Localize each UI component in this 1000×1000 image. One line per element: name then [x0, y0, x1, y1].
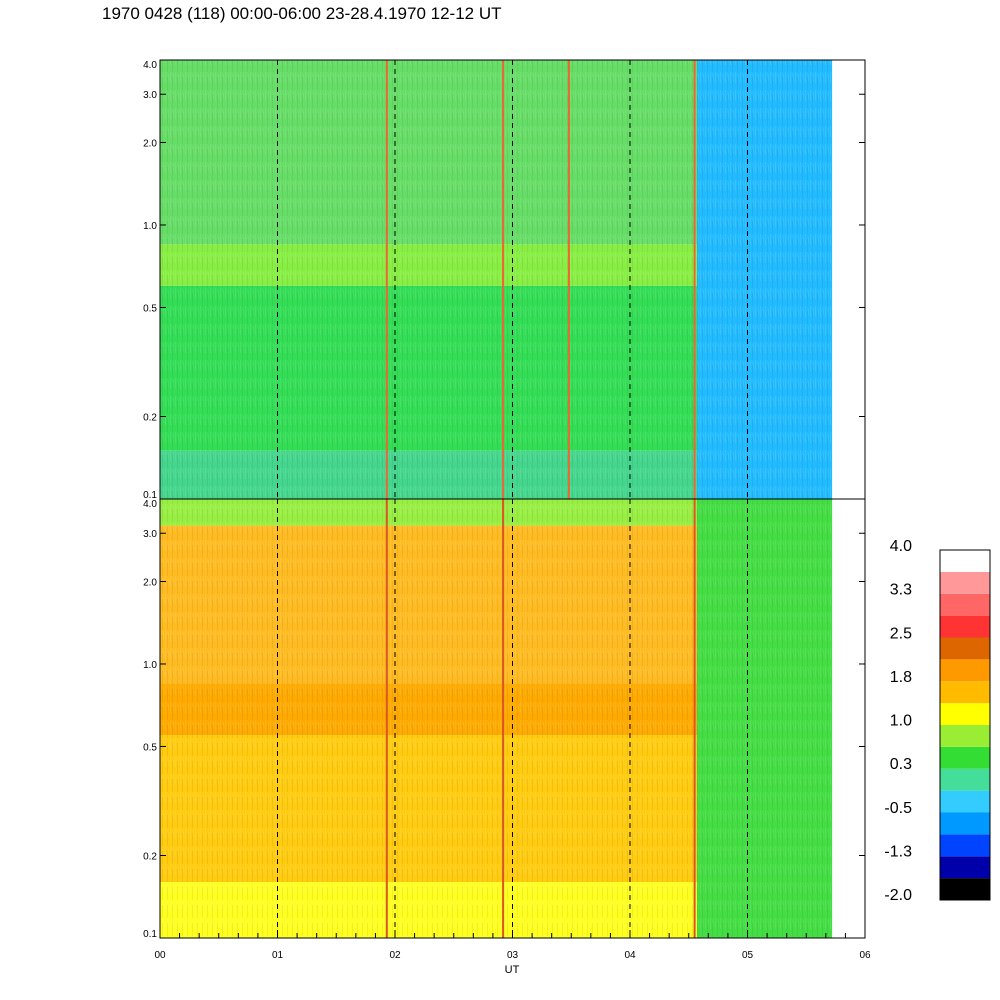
colorbar-segment [940, 703, 990, 725]
colorbar-label: 2.5 [890, 625, 912, 642]
chart-title: 1970 0428 (118) 00:00-06:00 23-28.4.1970… [102, 4, 502, 23]
x-tick-label: 04 [624, 950, 636, 961]
colorbar-segment [940, 878, 990, 900]
y-tick-label: 0.1 [143, 490, 157, 501]
colorbar-segment [940, 615, 990, 638]
colorbar-segment [940, 856, 990, 879]
colorbar-segment [940, 637, 990, 660]
y-tick-label: 3.0 [143, 529, 157, 540]
y-tick-label: 4.0 [143, 499, 157, 510]
colorbar-segment [940, 746, 990, 769]
y-tick-label: 0.5 [143, 742, 157, 753]
colorbar-segment [940, 571, 990, 594]
y-tick-label: 0.1 [143, 929, 157, 940]
x-axis-label: UT [505, 964, 520, 976]
colorbar-segment [940, 681, 990, 704]
x-tick-label: 01 [272, 950, 284, 961]
colorbar-label: -2.0 [884, 887, 912, 904]
colorbar-frame [939, 549, 991, 901]
colorbar-segment [940, 550, 990, 572]
y-tick-label: 2.0 [143, 138, 157, 149]
x-tick-label: 02 [389, 950, 401, 961]
y-tick-label: 3.0 [143, 90, 157, 101]
colorbar-segment [940, 812, 990, 835]
colorbar-label: 1.0 [890, 713, 912, 730]
y-tick-label: 1.0 [143, 660, 157, 671]
x-axis: 00 01 02 03 04 05 06 [154, 930, 871, 961]
colorbar-label: 0.3 [890, 756, 912, 773]
y-tick-label: 4.0 [143, 60, 157, 71]
y-tick-label: 0.2 [143, 852, 157, 863]
x-tick-label: 00 [154, 950, 166, 961]
noise-texture [160, 60, 833, 499]
colorbar-segment [940, 768, 990, 791]
colorbar-label: 3.3 [890, 582, 912, 599]
colorbar-label: -0.5 [884, 800, 912, 817]
colorbar-segment [940, 659, 990, 682]
y-tick-label: 1.0 [143, 221, 157, 232]
colorbar-label: -1.3 [884, 843, 912, 860]
x-tick-label: 06 [859, 950, 871, 961]
colorbar-segment [940, 725, 990, 747]
bottom-panel: 0.1 0.2 0.5 1.0 2.0 3.0 4.0 [143, 498, 866, 940]
colorbar-label: 1.8 [890, 669, 912, 686]
y-tick-label: 0.2 [143, 413, 157, 424]
colorbar-segment [940, 593, 990, 616]
y-tick-label: 2.0 [143, 577, 157, 588]
colorbar-segment [940, 834, 990, 857]
x-tick-label: 05 [742, 950, 754, 961]
colorbar-label: 4.0 [890, 538, 912, 555]
noise-texture [160, 499, 833, 938]
y-tick-label: 0.5 [143, 303, 157, 314]
top-panel: 0.1 0.2 0.5 1.0 2.0 3.0 4.0 [143, 59, 866, 501]
colorbar: 4.0 3.3 2.5 1.8 1.0 0.3 -0.5 -1.3 -2.0 [884, 538, 991, 904]
x-tick-label: 03 [507, 950, 519, 961]
colorbar-segment [940, 790, 990, 813]
